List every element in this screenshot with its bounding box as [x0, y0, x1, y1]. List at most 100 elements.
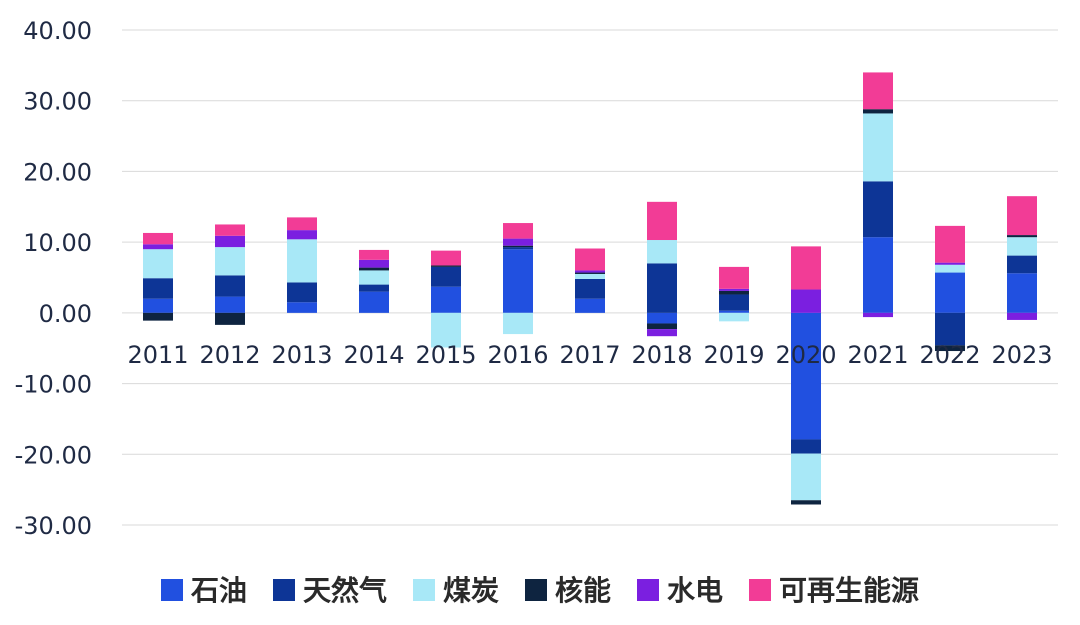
- legend-swatch: [161, 579, 183, 601]
- bar-segment: [359, 259, 389, 268]
- bar-segment: [1007, 255, 1037, 274]
- bar-segment: [143, 298, 173, 313]
- bar-segment: [431, 286, 461, 313]
- legend-label: 煤炭: [443, 574, 499, 607]
- bar-segment: [575, 272, 605, 274]
- legend-item: 天然气: [273, 574, 387, 607]
- bar-segment: [647, 329, 677, 337]
- bar-segment: [215, 275, 245, 297]
- bar-segment: [719, 266, 749, 289]
- y-tick-label: -30.00: [15, 512, 92, 540]
- bar-segment: [287, 282, 317, 303]
- bar-segment: [359, 249, 389, 260]
- bar-segment: [719, 294, 749, 311]
- bar-segment: [359, 291, 389, 313]
- bar-segment: [287, 302, 317, 313]
- bar-segment: [791, 500, 821, 505]
- bar-segment: [143, 278, 173, 299]
- y-axis-tick-labels: 40.00 30.00 20.00 10.00 0.00 -10.00 -20.00 -30.…: [15, 17, 92, 540]
- bar-segment: [143, 244, 173, 250]
- x-tick-label: 2017: [559, 341, 620, 369]
- x-tick-label: 2021: [847, 341, 908, 369]
- legend-item: 石油: [161, 574, 247, 607]
- bar-segment: [935, 312, 965, 346]
- bar-segment: [719, 312, 749, 322]
- bar-segment: [935, 345, 965, 352]
- x-tick-label: 2015: [415, 341, 476, 369]
- bar-segment: [503, 238, 533, 246]
- legend-item: 水电: [637, 574, 723, 607]
- x-tick-label: 2023: [991, 341, 1052, 369]
- bar-segment: [359, 267, 389, 271]
- bar-segment: [647, 201, 677, 241]
- bar-segment: [503, 247, 533, 250]
- y-tick-label: 10.00: [23, 229, 92, 257]
- bar-segment: [791, 439, 821, 454]
- legend-swatch: [273, 579, 295, 601]
- bar-segment: [215, 312, 245, 325]
- legend-item: 煤炭: [413, 574, 499, 607]
- bar-segment: [935, 264, 965, 273]
- bar-segment: [287, 230, 317, 240]
- bar-segment: [575, 270, 605, 273]
- bar-layer: [143, 72, 1037, 505]
- bar-segment: [215, 235, 245, 248]
- x-tick-label: 2016: [487, 341, 548, 369]
- bar-segment: [935, 225, 965, 263]
- y-tick-label: 30.00: [23, 88, 92, 116]
- bar-segment: [575, 248, 605, 271]
- bar-segment: [719, 290, 749, 295]
- bar-segment: [359, 284, 389, 292]
- bar-segment: [1007, 237, 1037, 256]
- bar-segment: [215, 247, 245, 276]
- legend-swatch: [637, 579, 659, 601]
- bar-segment: [863, 237, 893, 313]
- bar-segment: [863, 113, 893, 182]
- legend-label: 天然气: [303, 574, 387, 607]
- legend-swatch: [525, 579, 547, 601]
- bar-segment: [503, 249, 533, 313]
- bar-segment: [647, 323, 677, 330]
- bar-segment: [791, 289, 821, 313]
- bar-segment: [791, 453, 821, 501]
- bar-segment: [791, 246, 821, 290]
- bar-segment: [647, 240, 677, 264]
- y-tick-label: -10.00: [15, 371, 92, 399]
- legend: 石油 天然气 煤炭 核能 水电 可再生能源: [161, 574, 919, 607]
- bar-segment: [863, 181, 893, 238]
- bar-segment: [287, 217, 317, 231]
- legend-label: 核能: [555, 574, 611, 607]
- y-tick-label: 20.00: [23, 158, 92, 186]
- x-tick-label: 2019: [703, 341, 764, 369]
- bar-segment: [1007, 235, 1037, 238]
- bar-segment: [647, 312, 677, 324]
- y-tick-label: 0.00: [39, 300, 92, 328]
- legend-swatch: [413, 579, 435, 601]
- bar-segment: [287, 239, 317, 283]
- bar-segment: [575, 298, 605, 313]
- bar-segment: [359, 270, 389, 285]
- bar-segment: [143, 232, 173, 245]
- bar-segment: [1007, 196, 1037, 236]
- bar-segment: [143, 249, 173, 279]
- bar-segment: [863, 109, 893, 114]
- legend-swatch: [749, 579, 771, 601]
- bar-segment: [431, 265, 461, 267]
- x-tick-label: 2013: [271, 341, 332, 369]
- bar-segment: [503, 223, 533, 239]
- bar-segment: [215, 224, 245, 236]
- y-tick-label: -20.00: [15, 441, 92, 469]
- x-tick-label: 2012: [199, 341, 260, 369]
- bar-segment: [503, 245, 533, 248]
- x-tick-label: 2020: [775, 341, 836, 369]
- legend-item: 核能: [525, 574, 611, 607]
- bar-segment: [935, 262, 965, 265]
- bar-segment: [935, 272, 965, 313]
- bar-segment: [863, 312, 893, 318]
- bar-segment: [647, 263, 677, 313]
- bar-segment: [143, 312, 173, 321]
- x-tick-label: 2011: [127, 341, 188, 369]
- x-axis-tick-labels: 2011 2012 2013 2014 2015 2016 2017 2018 2019 2020…: [127, 341, 1052, 369]
